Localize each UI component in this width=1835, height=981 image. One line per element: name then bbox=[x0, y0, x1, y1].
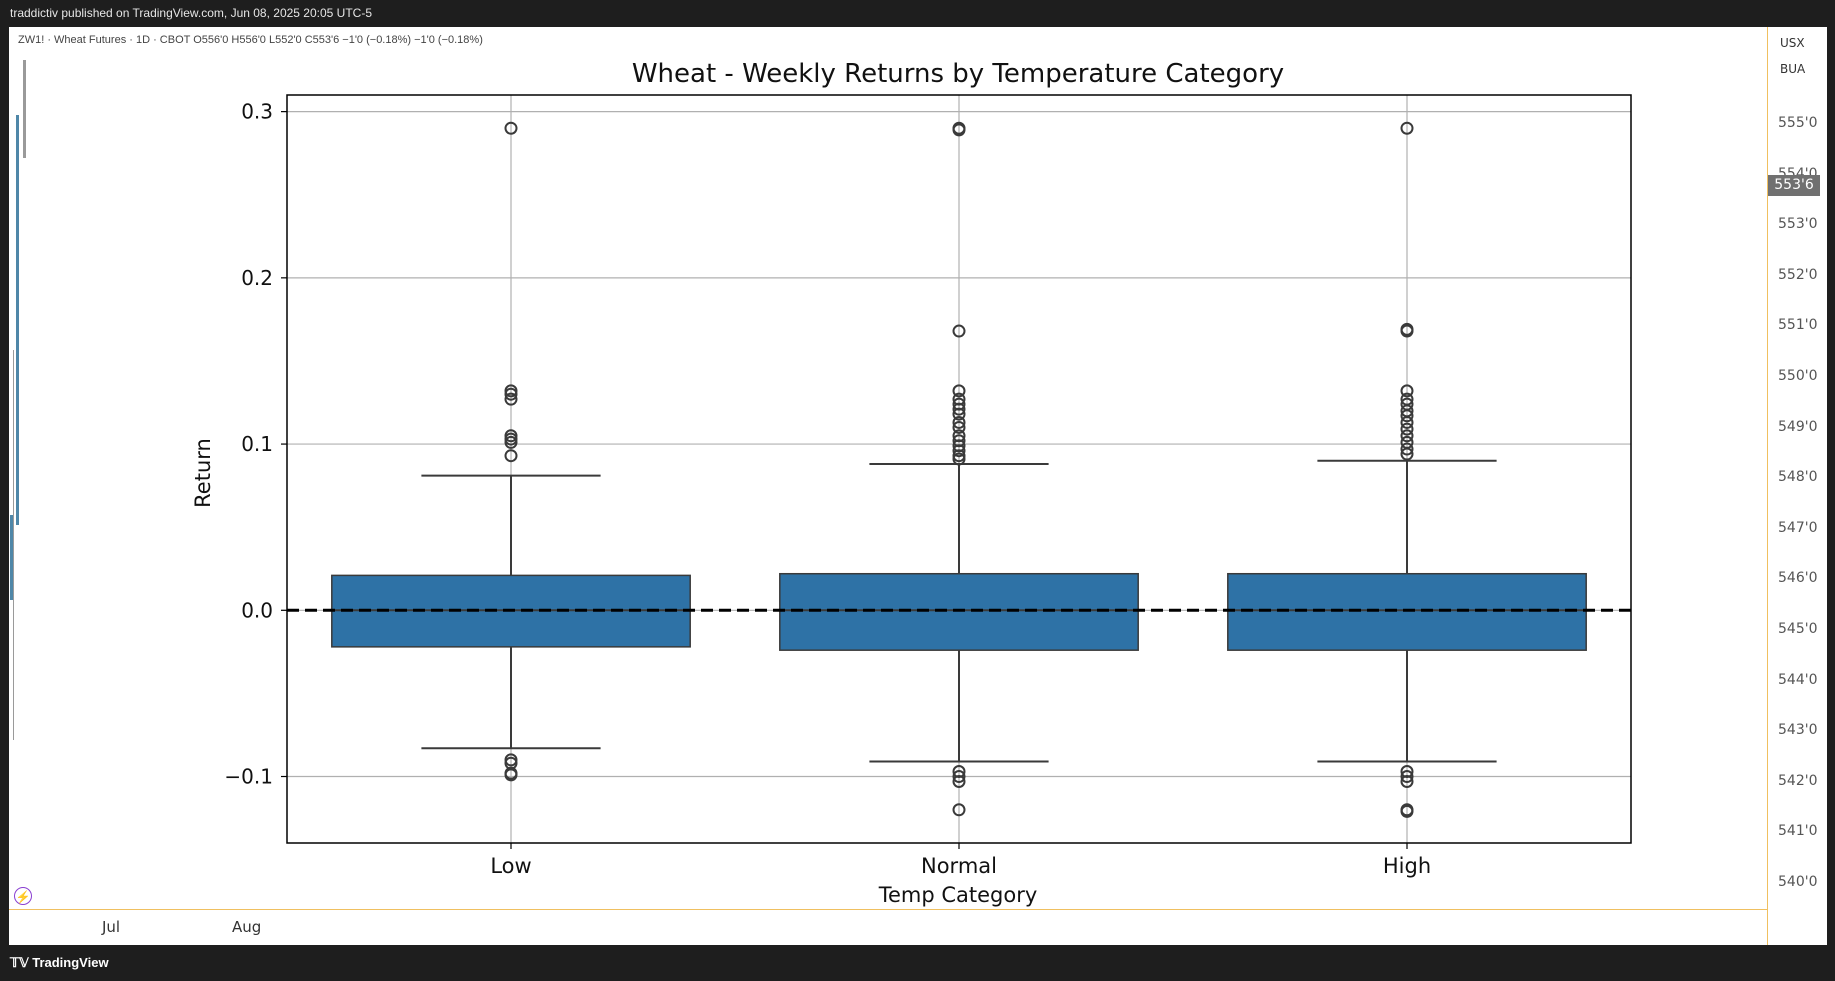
y-tick-label: 0.3 bbox=[241, 100, 273, 124]
outlier-point bbox=[1400, 442, 1414, 456]
price-tick-label: 550'0 bbox=[1778, 368, 1818, 384]
outlier-point bbox=[952, 402, 966, 416]
outlier-point bbox=[504, 435, 518, 449]
y-tick-label: 0.0 bbox=[241, 598, 273, 622]
outlier-point bbox=[952, 420, 966, 434]
outlier-point bbox=[1400, 447, 1414, 461]
tradingview-logo-icon: 𝕋𝕍 bbox=[10, 955, 33, 970]
outlier-point bbox=[1400, 770, 1414, 784]
publisher-bar: traddictiv published on TradingView.com,… bbox=[0, 0, 1835, 27]
x-axis-label: Temp Category bbox=[878, 883, 1038, 907]
outlier-point bbox=[952, 384, 966, 398]
y-axis-label: Return bbox=[191, 438, 215, 508]
outlier-point bbox=[952, 429, 966, 443]
outlier-point bbox=[952, 407, 966, 421]
price-tick-label: 552'0 bbox=[1778, 266, 1818, 283]
time-axis[interactable]: Jul Aug bbox=[9, 909, 1767, 946]
price-candles-strip bbox=[10, 60, 26, 740]
lightning-icon[interactable]: ⚡ bbox=[14, 887, 32, 905]
outlier-point bbox=[1400, 429, 1414, 443]
outlier-point bbox=[1400, 384, 1414, 398]
price-tick-label: 548'0 bbox=[1778, 469, 1818, 486]
price-tick-label: 540'0 bbox=[1778, 874, 1818, 890]
footer-bar: 𝕋𝕍 TradingView bbox=[0, 945, 1835, 981]
outlier-point bbox=[504, 449, 518, 463]
y-tick-label: −0.1 bbox=[224, 765, 273, 789]
x-tick-label: Normal bbox=[921, 854, 997, 878]
outlier-point bbox=[1400, 121, 1414, 135]
y-tick-label: 0.1 bbox=[241, 432, 273, 456]
outlier-point bbox=[504, 121, 518, 135]
x-tick-label: High bbox=[1383, 854, 1431, 878]
outlier-point bbox=[952, 774, 966, 788]
iqr-box bbox=[1227, 572, 1587, 651]
x-tick-label: Low bbox=[490, 854, 531, 878]
outlier-point bbox=[504, 392, 518, 406]
outlier-point bbox=[952, 770, 966, 784]
price-tick-label: 553'0 bbox=[1778, 216, 1818, 233]
outlier-point bbox=[952, 434, 966, 448]
outlier-point bbox=[952, 392, 966, 406]
symbol-legend[interactable]: ZW1! · Wheat Futures · 1D · CBOT O556'0 … bbox=[18, 34, 483, 46]
price-tick-label: 544'0 bbox=[1778, 671, 1818, 688]
last-price-badge: 553'6 bbox=[1768, 175, 1820, 196]
outlier-point bbox=[1400, 415, 1414, 429]
price-axis[interactable]: USX BUA 555'0 554'0 553'0 552'0 551'0 550'0 54… bbox=[1767, 27, 1827, 945]
outlier-point bbox=[1400, 774, 1414, 788]
y-tick-label: 0.2 bbox=[241, 266, 273, 290]
outlier-point bbox=[504, 387, 518, 401]
brand-label: TradingView bbox=[32, 955, 109, 970]
unit-label: BUA bbox=[1780, 62, 1806, 76]
price-tick-label: 541'0 bbox=[1778, 823, 1818, 840]
outlier-point bbox=[952, 439, 966, 453]
price-tick-label: 545'0 bbox=[1778, 621, 1818, 637]
outlier-point bbox=[1400, 765, 1414, 779]
outlier-point bbox=[1400, 324, 1414, 338]
outlier-layer bbox=[504, 121, 1414, 818]
price-tick-label: 549'0 bbox=[1778, 418, 1818, 435]
price-tick-label: 543'0 bbox=[1778, 722, 1818, 739]
outlier-point bbox=[952, 444, 966, 458]
y-tick-labels: −0.1 0.0 0.1 0.2 0.3 bbox=[224, 100, 287, 789]
outlier-point bbox=[1400, 422, 1414, 436]
outlier-point bbox=[952, 803, 966, 817]
outlier-point bbox=[1400, 804, 1414, 818]
chart-title: Wheat - Weekly Returns by Temperature Ca… bbox=[632, 59, 1284, 89]
outlier-point bbox=[952, 324, 966, 338]
iqr-box bbox=[779, 572, 1139, 651]
currency-label: USX bbox=[1780, 36, 1805, 50]
price-tick-label: 542'0 bbox=[1778, 772, 1818, 789]
outlier-point bbox=[952, 765, 966, 779]
time-label-jul: Jul bbox=[102, 918, 121, 936]
time-label-aug: Aug bbox=[232, 918, 262, 936]
tradingview-logo[interactable]: 𝕋𝕍 TradingView bbox=[0, 955, 109, 970]
outlier-point bbox=[504, 768, 518, 782]
outlier-point bbox=[952, 452, 966, 466]
x-tick-labels: Low Normal High bbox=[490, 843, 1431, 878]
outlier-point bbox=[952, 415, 966, 429]
outlier-point bbox=[952, 397, 966, 411]
outlier-point bbox=[1400, 409, 1414, 423]
publisher-text: traddictiv published on TradingView.com,… bbox=[10, 6, 372, 20]
price-tick-label: 547'0 bbox=[1778, 519, 1818, 536]
price-tick-label: 546'0 bbox=[1778, 570, 1818, 587]
price-tick-label: 555'0 bbox=[1778, 115, 1818, 131]
price-tick-label: 551'0 bbox=[1778, 317, 1818, 334]
chart-frame bbox=[9, 27, 1826, 945]
outlier-point bbox=[952, 123, 966, 137]
